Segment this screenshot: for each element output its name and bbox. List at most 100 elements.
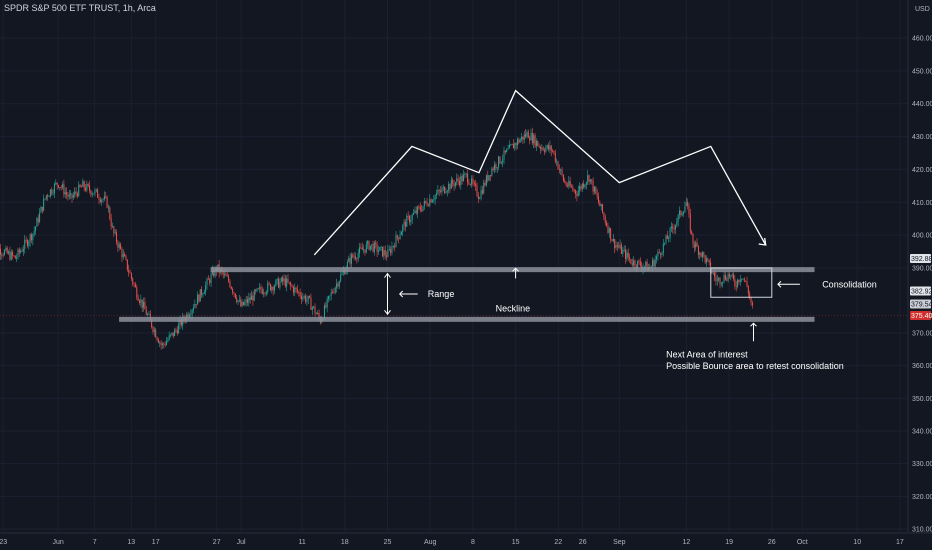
candle-body bbox=[562, 174, 564, 181]
candle-body bbox=[475, 183, 477, 186]
candle-body bbox=[392, 245, 394, 247]
candle-body bbox=[314, 306, 316, 314]
candle-body bbox=[191, 309, 193, 315]
candle-body bbox=[180, 319, 182, 326]
candle-body bbox=[573, 190, 575, 191]
candle-body bbox=[495, 164, 497, 169]
candle-body bbox=[460, 176, 462, 186]
candle-body bbox=[607, 225, 609, 233]
candle-body bbox=[349, 258, 351, 264]
candle-body bbox=[662, 243, 664, 254]
candle-body bbox=[429, 199, 431, 206]
candle-body bbox=[176, 330, 178, 334]
candle-body bbox=[207, 278, 209, 280]
candle-body bbox=[117, 242, 119, 248]
candle-body bbox=[159, 342, 161, 344]
candle-body bbox=[596, 193, 598, 197]
candle-body bbox=[454, 182, 456, 187]
candle-body bbox=[71, 193, 73, 198]
candle-body bbox=[661, 253, 663, 255]
candle-body bbox=[22, 249, 24, 252]
candle-body bbox=[20, 251, 22, 253]
candle-body bbox=[677, 214, 679, 222]
candle-body bbox=[202, 293, 204, 295]
candle-body bbox=[707, 258, 709, 260]
candle-body bbox=[411, 214, 413, 220]
price-tag-label: 382.92 bbox=[911, 289, 932, 296]
time-axis[interactable]: 23 Jun 7 13 17 27 Jul 11 18 25 Aug 8 15 22 26 Sep 12 19 26… bbox=[0, 532, 932, 546]
candle-body bbox=[375, 242, 377, 245]
candle-body bbox=[716, 279, 718, 281]
candle-body bbox=[98, 197, 100, 200]
candle-body bbox=[211, 270, 213, 275]
head-shoulders-zigzag[interactable] bbox=[313, 89, 767, 256]
candle-body bbox=[328, 296, 329, 299]
candle-body bbox=[634, 260, 636, 267]
candle-body bbox=[396, 235, 398, 238]
candle-body bbox=[113, 226, 115, 234]
candle-body bbox=[514, 143, 516, 149]
candle-body bbox=[234, 293, 236, 299]
candle-body bbox=[685, 202, 687, 207]
candle-body bbox=[16, 257, 18, 259]
candle-body bbox=[298, 291, 300, 293]
candle-body bbox=[178, 324, 180, 334]
candle-body bbox=[41, 206, 43, 211]
candle-body bbox=[85, 187, 86, 191]
candle-body bbox=[465, 173, 467, 175]
candle-body bbox=[311, 307, 313, 310]
candle-body bbox=[109, 207, 111, 219]
candle-body bbox=[410, 219, 412, 223]
candle-body bbox=[13, 255, 15, 257]
candle-body bbox=[133, 283, 135, 285]
range-support-zone[interactable] bbox=[119, 316, 815, 322]
candle-body bbox=[612, 238, 614, 242]
candle-body bbox=[683, 212, 685, 214]
x-tick-label: 26 bbox=[768, 539, 776, 546]
candle-body bbox=[144, 301, 146, 310]
candle-body bbox=[5, 247, 7, 251]
candle-body bbox=[576, 193, 578, 197]
y-tick-label: 440.00 bbox=[912, 101, 932, 108]
candle-body bbox=[225, 273, 227, 276]
candle-body bbox=[82, 181, 84, 187]
candle-body bbox=[376, 244, 378, 252]
candle-body bbox=[97, 189, 99, 198]
candle-body bbox=[427, 205, 429, 207]
candle-body bbox=[623, 249, 625, 251]
candle-body bbox=[261, 290, 263, 294]
candle-body bbox=[639, 261, 641, 266]
candle-body bbox=[418, 206, 420, 208]
x-tick-label: 17 bbox=[152, 539, 160, 546]
candle-body bbox=[552, 150, 554, 152]
candle-body bbox=[499, 156, 501, 164]
candle-body bbox=[517, 139, 518, 146]
candle-body bbox=[268, 283, 270, 285]
candle-body bbox=[467, 173, 469, 183]
candle-body bbox=[445, 192, 447, 194]
neckline-zone[interactable] bbox=[210, 267, 815, 273]
candle-body bbox=[687, 202, 689, 206]
candle-body bbox=[421, 209, 423, 211]
candle-body bbox=[550, 145, 552, 151]
candle-body bbox=[10, 251, 12, 260]
candle-body bbox=[205, 284, 207, 293]
price-axis[interactable]: 460.00 450.00 440.00 430.00 420.00 410.00 400.… bbox=[907, 0, 932, 534]
candle-body bbox=[606, 222, 608, 226]
candle-body bbox=[283, 278, 285, 282]
candle-body bbox=[394, 245, 396, 248]
candle-body bbox=[244, 302, 246, 306]
price-tag bbox=[910, 310, 931, 320]
x-tick-label: 13 bbox=[127, 539, 135, 546]
candle-body bbox=[676, 221, 678, 226]
candle-body bbox=[554, 153, 556, 162]
candle-body bbox=[587, 175, 589, 183]
candle-body bbox=[583, 183, 585, 188]
candle-body bbox=[600, 204, 602, 207]
candle-body bbox=[413, 213, 415, 215]
candle-body bbox=[198, 294, 200, 302]
consolidation-box[interactable] bbox=[710, 267, 773, 298]
candle-body bbox=[379, 247, 381, 251]
x-tick-label: Jul bbox=[237, 539, 246, 546]
